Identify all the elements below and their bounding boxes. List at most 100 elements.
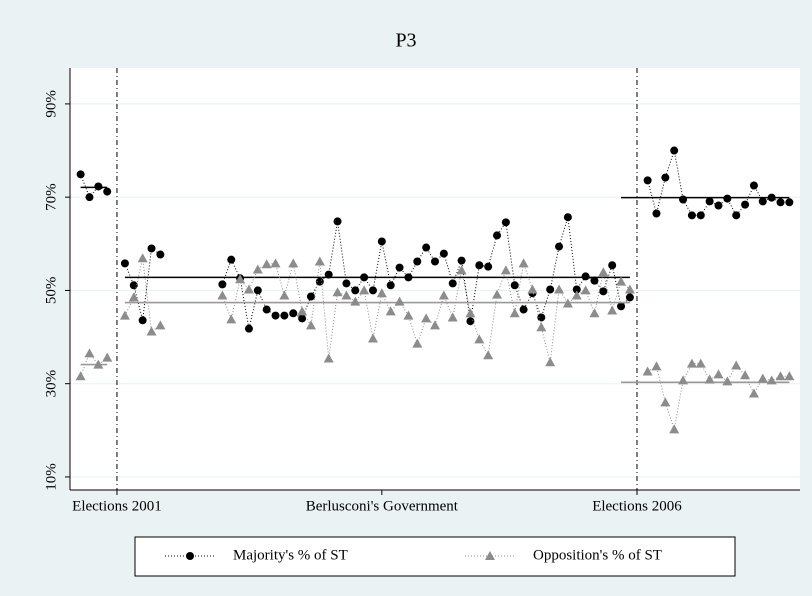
y-tick-label: 50%	[43, 277, 59, 305]
data-point	[475, 261, 484, 270]
data-point	[120, 259, 129, 268]
data-point	[554, 284, 565, 294]
data-point	[740, 370, 751, 380]
data-point	[625, 293, 634, 302]
data-point	[75, 371, 86, 381]
data-point	[714, 201, 723, 210]
data-point	[510, 281, 519, 290]
data-point	[617, 302, 626, 311]
data-point	[767, 193, 776, 202]
legend-marker	[186, 552, 194, 560]
data-point	[589, 308, 600, 318]
data-point	[607, 305, 618, 315]
data-point	[643, 176, 652, 185]
data-point	[244, 324, 253, 333]
data-point	[138, 316, 147, 325]
data-point	[367, 333, 378, 343]
data-point	[562, 298, 573, 308]
data-point	[624, 284, 635, 294]
data-point	[580, 285, 591, 295]
data-point	[243, 284, 254, 294]
data-point	[94, 182, 103, 191]
data-point	[757, 373, 768, 383]
data-point	[581, 272, 590, 281]
data-point	[156, 250, 165, 259]
data-point	[483, 350, 494, 360]
data-point	[438, 290, 449, 300]
data-point	[590, 276, 599, 285]
data-point	[571, 290, 582, 300]
data-point	[226, 314, 237, 324]
data-point	[661, 173, 670, 182]
data-point	[679, 195, 688, 204]
data-point	[519, 305, 528, 314]
data-point	[360, 273, 369, 282]
data-point	[262, 305, 271, 314]
data-point	[555, 242, 564, 251]
data-point	[102, 352, 113, 362]
x-tick-label: Elections 2001	[72, 498, 162, 514]
data-point	[492, 289, 503, 299]
data-point	[422, 243, 431, 252]
data-point	[731, 360, 742, 370]
data-point	[324, 270, 333, 279]
data-point	[412, 338, 423, 348]
data-point	[85, 193, 94, 202]
data-point	[279, 290, 290, 300]
y-tick-label: 10%	[43, 463, 59, 491]
data-point	[732, 211, 741, 220]
data-point	[457, 256, 466, 265]
data-point	[137, 253, 148, 263]
data-point	[749, 181, 758, 190]
data-point	[686, 358, 697, 368]
data-point	[493, 231, 502, 240]
y-tick-label: 90%	[43, 90, 59, 118]
data-point	[784, 371, 795, 381]
legend-label: Majority's % of ST	[233, 547, 348, 563]
data-point	[484, 262, 493, 271]
data-point	[642, 366, 653, 376]
data-point	[785, 198, 794, 207]
data-point	[758, 197, 767, 206]
data-point	[536, 322, 547, 332]
data-point	[103, 187, 112, 196]
y-tick-label: 70%	[43, 183, 59, 211]
data-point	[546, 285, 555, 294]
data-point	[518, 258, 529, 268]
data-point	[704, 374, 715, 384]
data-point	[413, 257, 422, 266]
data-point	[386, 281, 395, 290]
data-point	[323, 353, 334, 363]
data-point	[651, 361, 662, 371]
data-point	[448, 279, 457, 288]
data-point	[93, 359, 104, 369]
data-point	[147, 244, 156, 253]
data-point	[129, 281, 138, 290]
data-point	[572, 285, 581, 294]
chart-title: P3	[395, 30, 416, 52]
data-point	[447, 312, 458, 322]
data-point	[678, 375, 689, 385]
data-point	[351, 286, 360, 295]
data-point	[297, 306, 308, 316]
data-point	[377, 237, 386, 246]
data-point	[119, 310, 130, 320]
data-point	[421, 313, 432, 323]
data-point	[227, 255, 236, 264]
data-point	[466, 317, 475, 326]
data-point	[652, 209, 661, 218]
data-point	[332, 287, 343, 297]
data-point	[280, 311, 289, 320]
x-tick-label: Elections 2006	[592, 498, 682, 514]
data-point	[723, 194, 732, 203]
data-point	[270, 258, 281, 268]
data-point	[218, 280, 227, 289]
data-point	[261, 259, 272, 269]
data-point	[128, 292, 139, 302]
legend-box	[134, 536, 736, 577]
data-point	[722, 376, 733, 386]
data-point	[660, 397, 671, 407]
data-point	[670, 146, 679, 155]
